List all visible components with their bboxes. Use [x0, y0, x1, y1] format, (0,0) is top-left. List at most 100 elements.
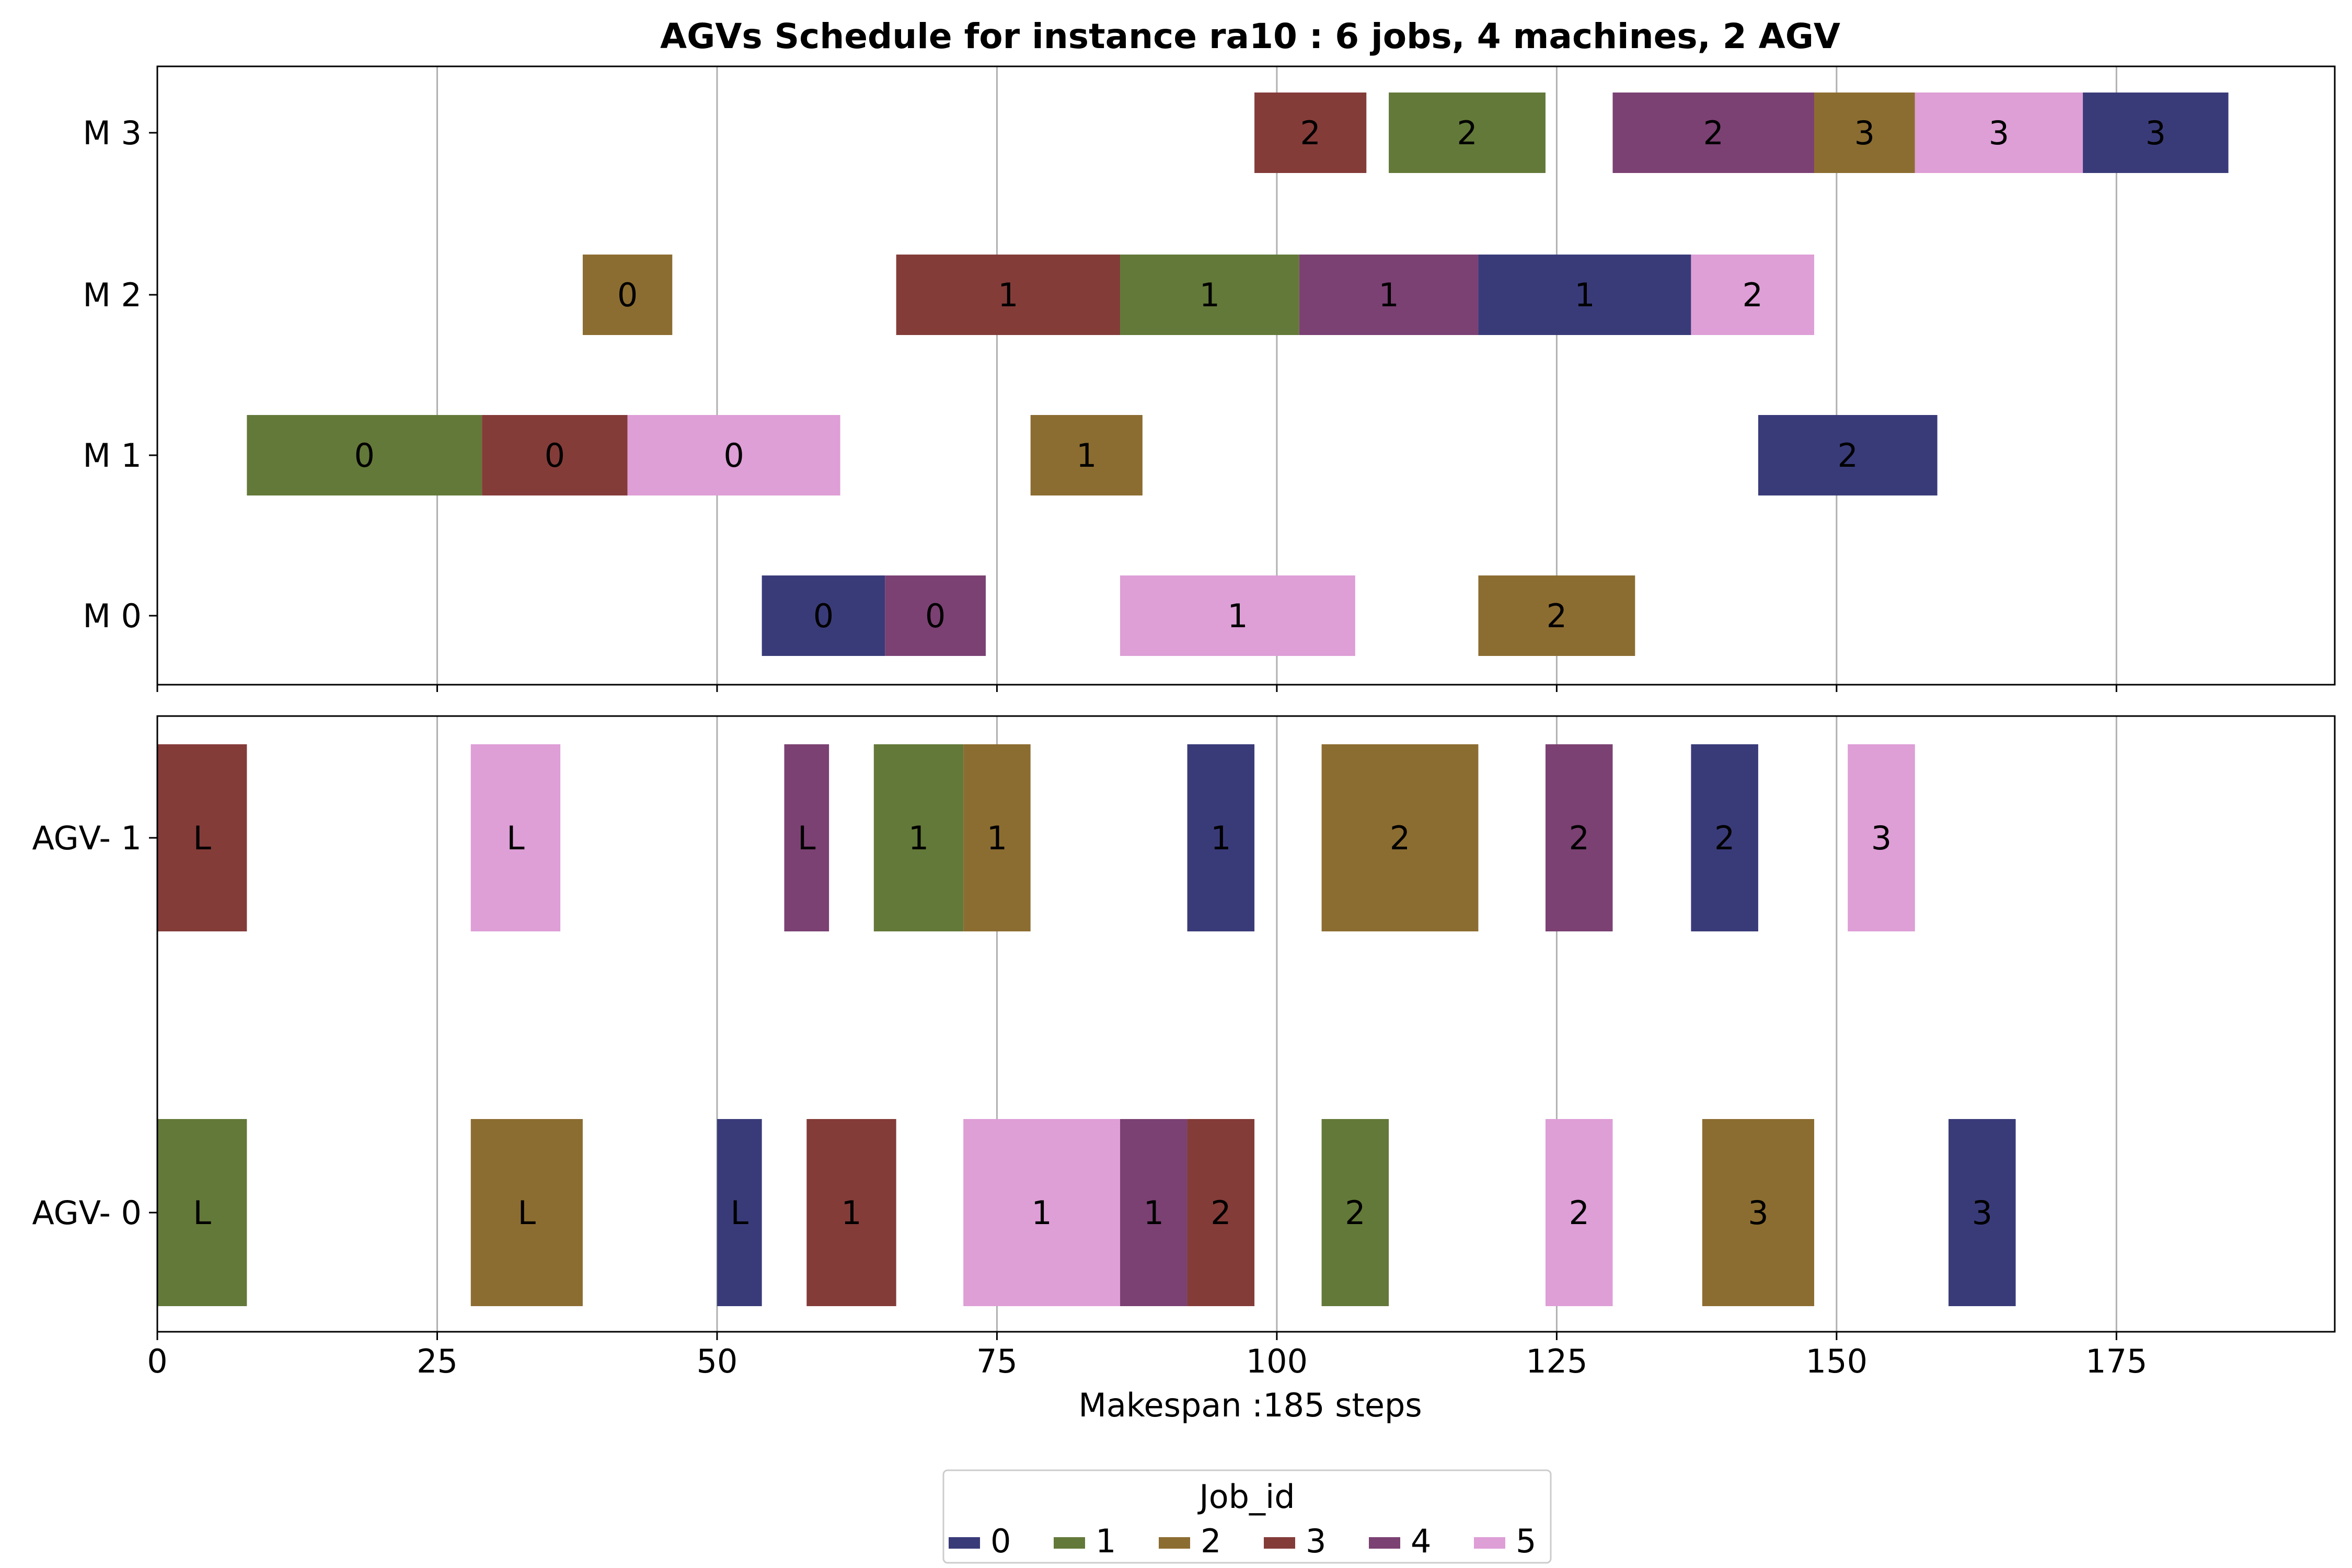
legend-label: 0	[990, 1522, 1011, 1560]
task-bar	[157, 744, 247, 931]
x-axis: 0 25 50 75 100 125 150 175	[147, 1332, 2148, 1380]
task-bar	[806, 1119, 896, 1306]
chart-title: AGVs Schedule for instance ra10 : 6 jobs…	[660, 16, 1840, 56]
task-bar	[896, 255, 1121, 335]
task-label: 1	[1200, 276, 1220, 314]
y-tick-label: AGV- 1	[32, 819, 142, 857]
legend-title: Job_id	[1197, 1478, 1295, 1516]
task-label: 1	[1031, 1194, 1052, 1232]
task-label: 3	[2146, 114, 2166, 152]
task-label: L	[798, 819, 816, 857]
legend-swatch	[1474, 1537, 1505, 1549]
task-bar	[1758, 415, 1938, 495]
task-bar	[157, 1119, 247, 1306]
task-label: 1	[987, 819, 1007, 857]
task-label: 2	[1742, 276, 1762, 314]
x-tick-label: 175	[2085, 1342, 2147, 1380]
task-bar	[885, 575, 986, 656]
task-label: 0	[925, 597, 946, 635]
task-bar	[1120, 255, 1299, 335]
legend: Job_id 0 1 2 3 4 5	[942, 1469, 1552, 1564]
task-bar	[873, 744, 964, 931]
task-label: 1	[1210, 819, 1231, 857]
task-bar	[1545, 1119, 1613, 1306]
x-tick-label: 150	[1806, 1342, 1867, 1380]
machines-panel: 2 2 2 3 3 3 0 1 1 1 1 2 0 0 0 1 2 0 0 1 2 M 0 M 1 M 2 M 3	[83, 65, 2336, 692]
task-bar	[1612, 93, 1815, 173]
y-tick-label: M 2	[83, 276, 142, 314]
task-label: 1	[1378, 276, 1399, 314]
task-bar	[1299, 255, 1479, 335]
task-bar	[2083, 93, 2229, 173]
y-tick-label: M 1	[83, 436, 142, 475]
task-label: 2	[1703, 114, 1724, 152]
task-bar	[1545, 744, 1613, 931]
task-label: 2	[1210, 1194, 1231, 1232]
task-label: 1	[1227, 597, 1248, 635]
task-bar	[1691, 744, 1758, 931]
task-bar	[1478, 255, 1691, 335]
task-label: 3	[1854, 114, 1875, 152]
task-label: 1	[1144, 1194, 1164, 1232]
legend-label: 5	[1516, 1522, 1536, 1560]
task-label: 3	[1989, 114, 2009, 152]
task-label: 3	[1748, 1194, 1768, 1232]
task-label: 2	[1345, 1194, 1365, 1232]
x-tick-label: 100	[1246, 1342, 1308, 1380]
task-bar	[1120, 575, 1355, 656]
x-tick-label: 25	[417, 1342, 458, 1380]
task-bar	[717, 1119, 762, 1306]
legend-swatch	[1054, 1537, 1085, 1549]
legend-label: 3	[1306, 1522, 1326, 1560]
legend-swatch	[949, 1537, 980, 1549]
task-bar	[784, 744, 829, 931]
task-label: 2	[1714, 819, 1735, 857]
task-label: 1	[998, 276, 1018, 314]
legend-label: 2	[1201, 1522, 1221, 1560]
task-bar	[963, 1119, 1121, 1306]
x-tick-label: 125	[1526, 1342, 1587, 1380]
task-label: 0	[354, 436, 375, 475]
task-label: 2	[1300, 114, 1320, 152]
task-bar	[627, 415, 840, 495]
task-bar	[1120, 1119, 1187, 1306]
x-tick-label: 0	[147, 1342, 167, 1380]
task-bar	[470, 1119, 583, 1306]
legend-swatch	[1264, 1537, 1295, 1549]
task-label: 1	[908, 819, 929, 857]
legend-label: 1	[1096, 1522, 1116, 1560]
legend-entries: 0 1 2 3 4 5	[949, 1522, 1536, 1560]
task-label: 3	[1972, 1194, 1992, 1232]
task-label: L	[193, 819, 211, 857]
task-bar	[1702, 1119, 1815, 1306]
x-axis-label: Makespan :185 steps	[1078, 1386, 1422, 1424]
task-label: 0	[617, 276, 638, 314]
task-label: 2	[1569, 1194, 1589, 1232]
task-label: 2	[1457, 114, 1477, 152]
task-label: 1	[1574, 276, 1595, 314]
y-tick-label: AGV- 0	[32, 1194, 142, 1232]
task-bar	[762, 575, 885, 656]
task-bar	[1949, 1119, 2016, 1306]
task-label: 2	[1838, 436, 1858, 475]
task-bar	[1478, 575, 1635, 656]
task-bar	[1691, 255, 1815, 335]
task-bar	[247, 415, 482, 495]
task-bar	[1321, 744, 1479, 931]
task-label: 2	[1547, 597, 1567, 635]
task-label: 1	[1076, 436, 1097, 475]
task-bar	[1030, 415, 1143, 495]
legend-swatch	[1159, 1537, 1190, 1549]
task-label: 1	[841, 1194, 861, 1232]
y-tick-label: M 0	[83, 597, 142, 635]
task-bar	[482, 415, 628, 495]
task-bar	[1187, 744, 1255, 931]
task-bar	[963, 744, 1031, 931]
task-bar	[1187, 1119, 1255, 1306]
task-label: 0	[723, 436, 744, 475]
legend-swatch	[1369, 1537, 1400, 1549]
task-bar	[1814, 93, 1915, 173]
agvs-panel: L L L 1 1 1 2 2 2 3 L L L 1 1 1 2 2 2 3 3 AGV- 0 AGV- 1	[32, 715, 2336, 1333]
task-label: L	[731, 1194, 749, 1232]
